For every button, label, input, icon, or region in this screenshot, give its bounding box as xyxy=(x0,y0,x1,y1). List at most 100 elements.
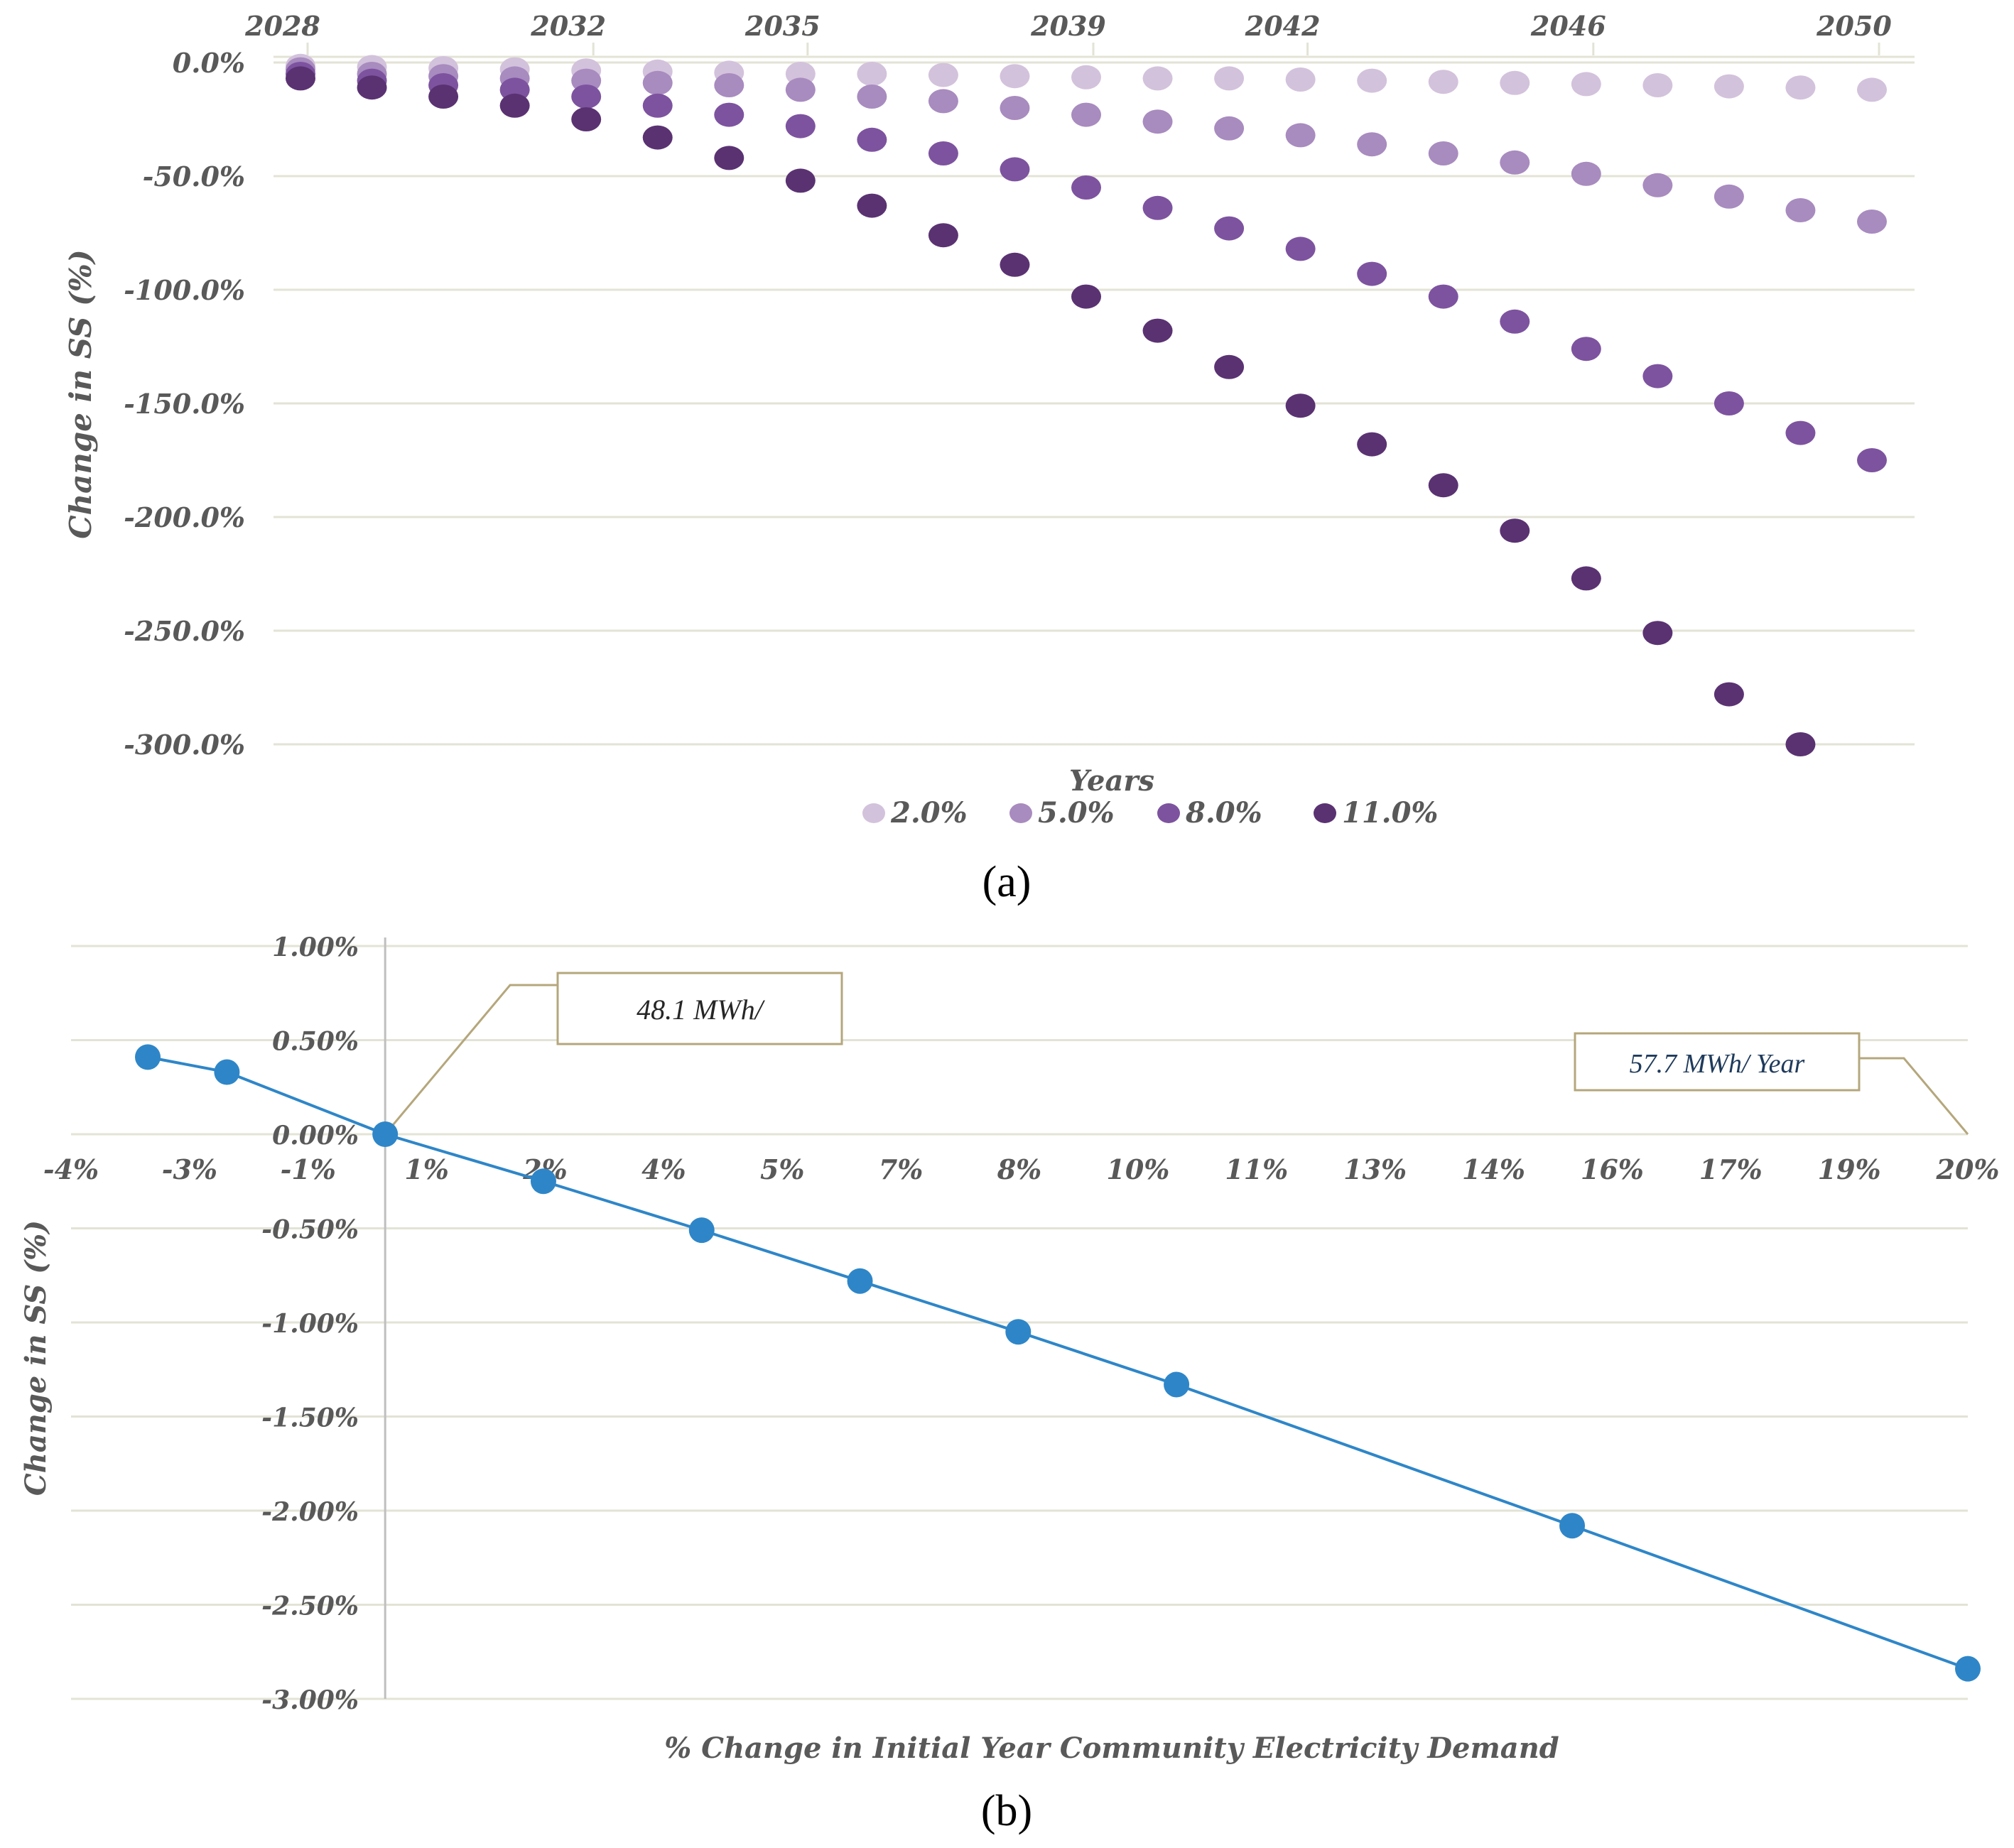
data-point-8-0% xyxy=(1214,216,1245,241)
data-point xyxy=(688,1217,715,1244)
data-point xyxy=(214,1059,240,1085)
y-tick-label: -50.0% xyxy=(143,161,245,192)
data-point-11-0% xyxy=(428,85,459,109)
data-point-11-0% xyxy=(857,193,887,218)
panel-a-data-points xyxy=(286,53,1887,756)
data-point-2-0% xyxy=(1785,75,1816,100)
x-tick-label: 7% xyxy=(879,1153,924,1185)
data-point-2-0% xyxy=(1642,73,1673,97)
x-tick-label: 2042 xyxy=(1245,10,1321,42)
x-tick-label: 2039 xyxy=(1030,10,1106,42)
x-tick-label: 4% xyxy=(641,1153,686,1185)
data-point-2-0% xyxy=(1428,70,1458,94)
panel-a-legend: 2.0% 5.0% 8.0% 11.0% xyxy=(862,796,1438,830)
data-point-11-0% xyxy=(1428,473,1458,498)
data-point-2-0% xyxy=(928,62,958,87)
data-point-5-0% xyxy=(1571,161,1601,186)
panel-b-label: (b) xyxy=(981,1787,1032,1835)
y-tick-label: 0.0% xyxy=(173,47,245,79)
x-tick-label: 16% xyxy=(1581,1153,1644,1185)
data-point-2-0% xyxy=(1500,70,1530,95)
data-point-11-0% xyxy=(1142,318,1173,343)
data-point-11-0% xyxy=(1642,621,1673,646)
data-point-8-0% xyxy=(714,102,745,127)
data-point-11-0% xyxy=(571,107,602,131)
x-tick-label: -1% xyxy=(281,1153,336,1185)
data-point-5-0% xyxy=(1500,150,1530,175)
data-point xyxy=(135,1044,161,1070)
x-tick-label: -3% xyxy=(162,1153,217,1185)
data-point-11-0% xyxy=(714,146,745,170)
data-point-8-0% xyxy=(857,127,887,152)
data-point xyxy=(847,1268,873,1294)
data-point-5-0% xyxy=(857,85,887,109)
callout-label: 48.1 MWh/ xyxy=(637,994,766,1026)
x-tick-label: 14% xyxy=(1462,1153,1525,1185)
y-tick-label: -1.50% xyxy=(261,1403,359,1433)
y-tick-label: -2.50% xyxy=(261,1592,359,1621)
x-tick-label: 17% xyxy=(1699,1153,1763,1185)
data-point-5-0% xyxy=(1713,184,1744,209)
legend-label: 2.0% xyxy=(890,796,968,830)
x-tick-label: -4% xyxy=(43,1153,99,1185)
data-point-11-0% xyxy=(1500,518,1530,543)
panel-b-callouts: 48.1 MWh/57.7 MWh/ Year xyxy=(384,972,1969,1135)
x-tick-label: 10% xyxy=(1106,1153,1169,1185)
legend-label: 8.0% xyxy=(1185,796,1262,830)
panel-b-series-line xyxy=(147,1055,1969,1670)
panel-b-y-tick-labels: 1.00% 0.50% 0.00% -0.50% -1.00% -1.50% -2.00% -… xyxy=(261,933,359,1715)
legend-marker xyxy=(1314,803,1336,823)
x-tick-label: 2046 xyxy=(1530,10,1606,42)
data-point xyxy=(1559,1513,1586,1539)
data-point-11-0% xyxy=(1071,284,1101,309)
panel-a-x-tick-labels: 2028 2032 2035 2039 2042 2046 2050 xyxy=(244,10,1892,55)
x-tick-label: 8% xyxy=(997,1153,1042,1185)
legend-label: 11.0% xyxy=(1342,796,1438,830)
data-point-11-0% xyxy=(286,66,315,91)
data-point-11-0% xyxy=(1285,393,1316,418)
data-point-2-0% xyxy=(1285,67,1316,92)
data-point-5-0% xyxy=(1142,109,1173,134)
data-point-2-0% xyxy=(1571,72,1601,97)
x-tick-label: 20% xyxy=(1936,1153,2000,1185)
panel-b-data-points xyxy=(135,1044,1981,1682)
data-point-2-0% xyxy=(1713,74,1744,99)
legend-marker xyxy=(862,803,885,823)
data-point-2-0% xyxy=(1214,66,1245,91)
panel-a-y-axis-title: Change in SS (%) xyxy=(63,249,98,539)
data-point xyxy=(1955,1656,1981,1682)
data-point-8-0% xyxy=(1785,420,1816,445)
legend-marker xyxy=(1157,803,1180,823)
data-point-5-0% xyxy=(1357,132,1387,157)
data-point xyxy=(1005,1319,1032,1345)
y-tick-label: -250.0% xyxy=(124,615,245,647)
y-tick-label: -3.00% xyxy=(261,1685,359,1715)
data-point xyxy=(372,1121,399,1147)
data-point-11-0% xyxy=(1785,732,1816,756)
y-tick-label: -0.50% xyxy=(261,1215,359,1245)
panel-a-x-axis-title: Years xyxy=(1069,764,1154,798)
data-point-8-0% xyxy=(928,141,958,165)
panel-a-y-tick-labels: 0.0% -50.0% -100.0% -150.0% -200.0% -250.0% -3… xyxy=(124,47,245,761)
data-point-5-0% xyxy=(714,73,745,97)
panel-b-x-axis-title: % Change in Initial Year Community Elect… xyxy=(664,1732,1559,1765)
data-point-5-0% xyxy=(1857,210,1887,234)
data-point-8-0% xyxy=(1500,309,1530,334)
y-tick-label: 1.00% xyxy=(272,933,359,962)
x-tick-label: 5% xyxy=(760,1153,805,1185)
y-tick-label: -1.00% xyxy=(261,1309,359,1339)
callout-leader-line xyxy=(1859,1057,1969,1135)
y-tick-label: 0.50% xyxy=(272,1027,359,1057)
data-point-2-0% xyxy=(1000,64,1030,89)
data-point-5-0% xyxy=(1000,96,1030,120)
y-tick-label: -150.0% xyxy=(124,388,245,420)
callout-box xyxy=(1574,1032,1861,1092)
data-point-11-0% xyxy=(1357,432,1387,457)
data-point-11-0% xyxy=(499,93,530,118)
y-tick-label: 0.00% xyxy=(272,1121,359,1151)
data-point-2-0% xyxy=(1142,66,1173,91)
x-tick-label: 11% xyxy=(1225,1153,1288,1185)
x-tick-label: 1% xyxy=(404,1153,449,1185)
panel-a-chart: 0.0% -50.0% -100.0% -150.0% -200.0% -250.0% -3… xyxy=(63,10,1915,906)
